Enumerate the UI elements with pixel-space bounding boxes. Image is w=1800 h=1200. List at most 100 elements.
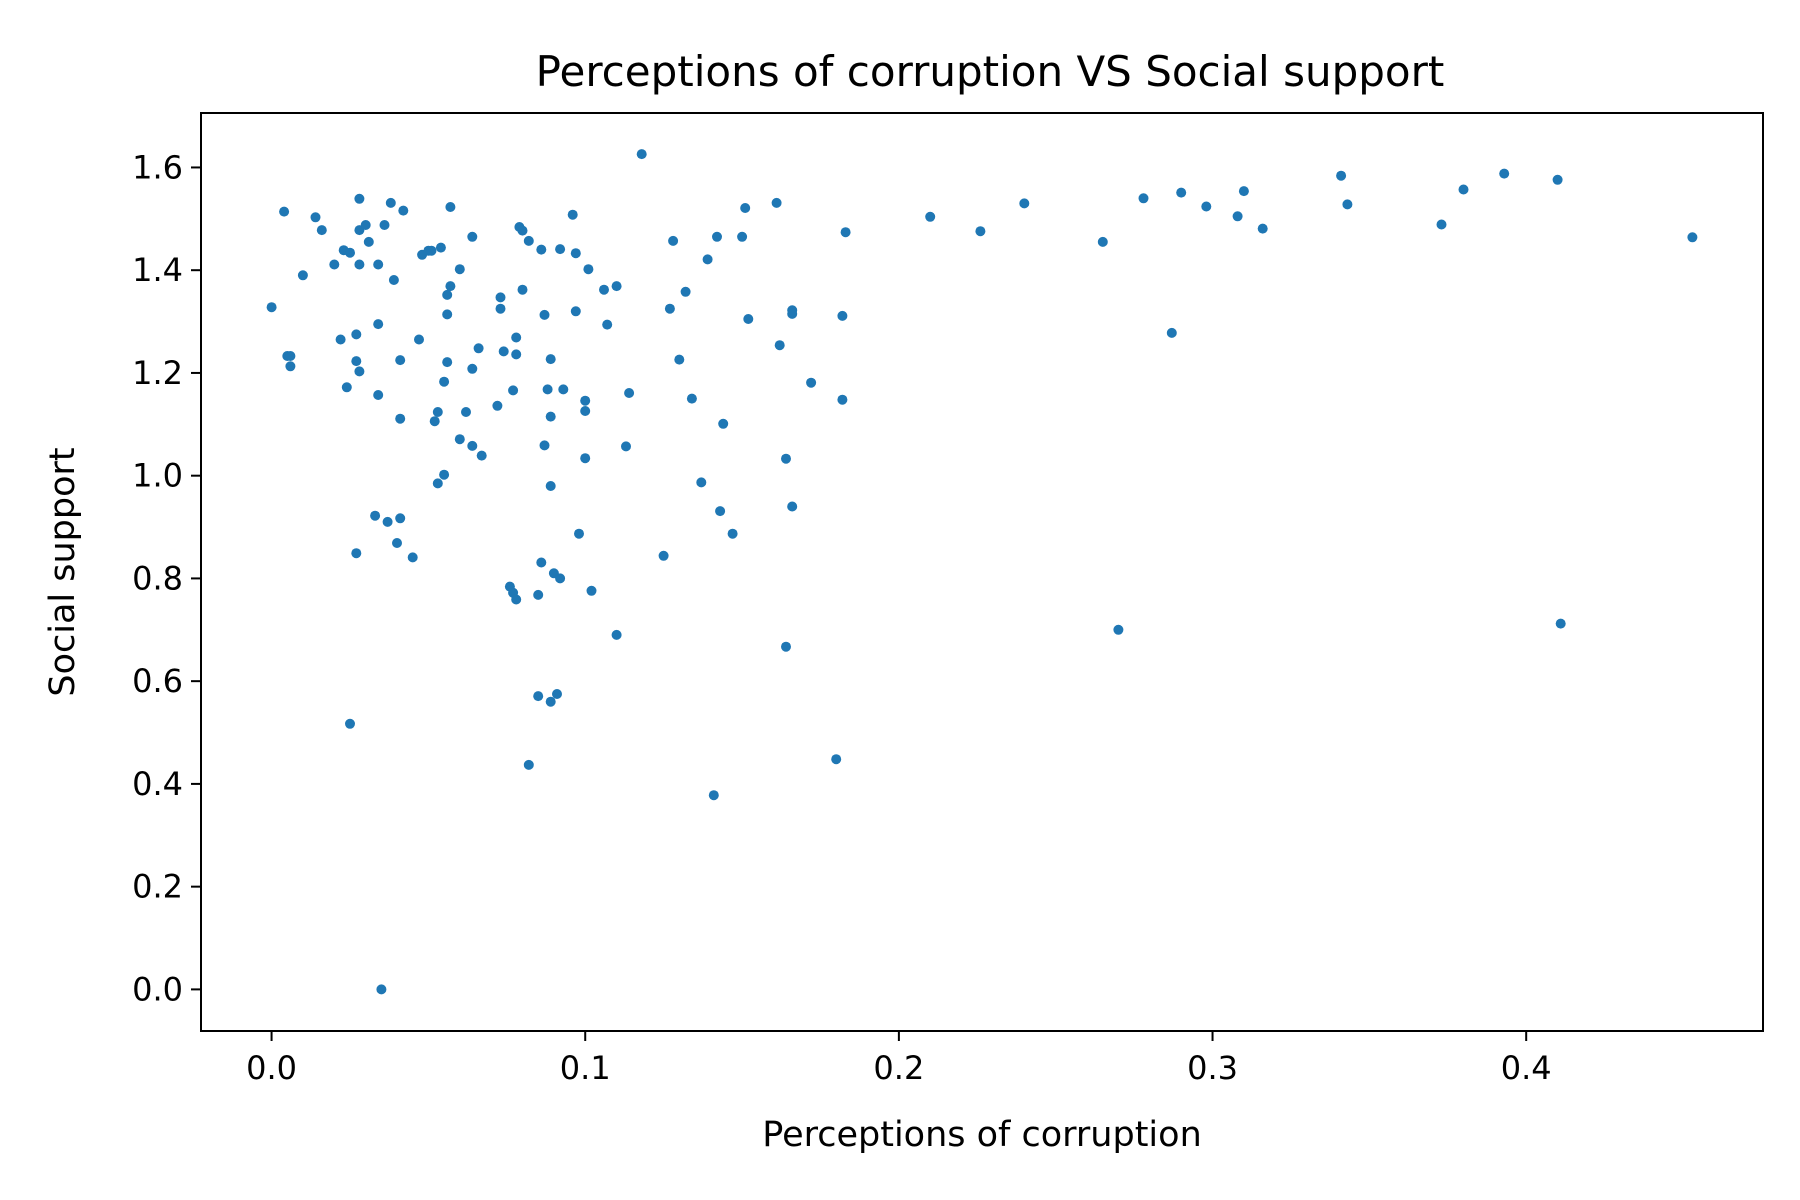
- data-point: [445, 281, 456, 292]
- data-point: [611, 629, 622, 640]
- y-axis-label: Social support: [43, 447, 83, 696]
- x-tick-label: 0.4: [1501, 1049, 1552, 1087]
- data-point: [354, 259, 365, 270]
- data-point: [1113, 624, 1124, 635]
- data-point: [392, 538, 402, 548]
- data-point: [545, 354, 556, 365]
- data-point: [837, 310, 848, 321]
- data-point: [388, 275, 399, 285]
- data-point: [837, 394, 848, 405]
- data-point: [781, 641, 791, 652]
- data-point: [774, 340, 785, 351]
- data-point: [279, 206, 290, 217]
- data-point: [583, 264, 594, 275]
- data-point: [708, 790, 719, 801]
- data-point: [680, 286, 691, 297]
- data-point: [1552, 174, 1563, 185]
- data-point: [1257, 223, 1268, 234]
- data-point: [781, 453, 791, 464]
- y-tick-label: 0.0: [132, 970, 183, 1008]
- data-point: [533, 691, 544, 702]
- data-point: [351, 356, 362, 367]
- data-point: [373, 390, 384, 400]
- data-point: [740, 203, 751, 213]
- data-point: [712, 231, 722, 242]
- data-point: [831, 754, 842, 765]
- data-point: [398, 205, 409, 216]
- y-tick-label: 1.0: [132, 457, 183, 495]
- y-tick-label: 1.2: [132, 354, 183, 392]
- x-tick-label: 0.0: [246, 1049, 297, 1087]
- data-point: [445, 202, 456, 212]
- data-point: [580, 453, 591, 464]
- data-point: [674, 354, 685, 365]
- data-point: [511, 594, 522, 605]
- plot-frame: [200, 112, 1764, 1032]
- data-point: [570, 248, 581, 259]
- x-axis-label: Perceptions of corruption: [762, 1115, 1202, 1155]
- data-point: [539, 440, 550, 451]
- data-point: [658, 550, 669, 561]
- data-point: [345, 718, 355, 729]
- data-point: [432, 478, 443, 489]
- data-point: [395, 413, 406, 424]
- data-point: [1232, 211, 1243, 222]
- data-point: [1201, 201, 1212, 212]
- x-tick-label: 0.1: [560, 1049, 611, 1087]
- data-point: [1555, 618, 1566, 629]
- y-axis-ticks: 0.0 0.2 0.4 0.6 0.8 1.0 1.2 1.4 1.6: [132, 148, 201, 1008]
- y-tick-label: 0.4: [132, 765, 183, 803]
- data-point: [426, 245, 437, 256]
- data-point: [1138, 193, 1149, 204]
- data-point: [442, 289, 453, 300]
- data-point: [498, 346, 509, 357]
- data-point: [461, 407, 471, 417]
- data-point: [536, 244, 547, 255]
- data-point: [373, 319, 384, 330]
- data-point: [407, 552, 418, 563]
- data-point: [341, 382, 352, 393]
- data-point: [495, 303, 506, 314]
- data-point: [467, 440, 478, 451]
- data-point: [370, 510, 381, 521]
- data-point: [558, 384, 569, 395]
- data-point: [345, 247, 355, 258]
- data-point: [555, 244, 566, 255]
- data-point: [508, 385, 519, 396]
- data-point: [624, 388, 635, 398]
- data-point: [602, 319, 613, 330]
- data-point: [545, 411, 556, 422]
- data-point: [686, 393, 697, 404]
- data-point: [442, 309, 453, 320]
- data-point: [727, 528, 738, 539]
- data-point: [385, 197, 396, 208]
- x-axis-ticks: 0.0 0.1 0.2 0.3 0.4: [246, 1031, 1552, 1087]
- data-point: [567, 209, 578, 220]
- data-point: [467, 363, 478, 374]
- data-point: [696, 477, 707, 488]
- data-point: [542, 384, 553, 395]
- data-point: [555, 573, 566, 584]
- y-tick-label: 1.6: [132, 148, 183, 186]
- data-point: [743, 314, 754, 324]
- data-point: [570, 306, 581, 317]
- data-point: [329, 259, 340, 270]
- data-point: [718, 418, 729, 429]
- data-point: [580, 406, 591, 416]
- data-point: [351, 548, 362, 559]
- data-point: [442, 357, 453, 368]
- data-point: [363, 236, 374, 247]
- data-point: [432, 407, 443, 417]
- data-point: [360, 220, 371, 230]
- data-point: [586, 585, 597, 596]
- data-point: [316, 225, 327, 236]
- data-point: [636, 149, 647, 160]
- data-point: [545, 481, 556, 491]
- data-point: [574, 528, 584, 539]
- data-point: [335, 334, 346, 345]
- data-point: [787, 308, 798, 319]
- data-point: [354, 193, 365, 204]
- data-point: [787, 501, 798, 512]
- data-point: [379, 220, 390, 230]
